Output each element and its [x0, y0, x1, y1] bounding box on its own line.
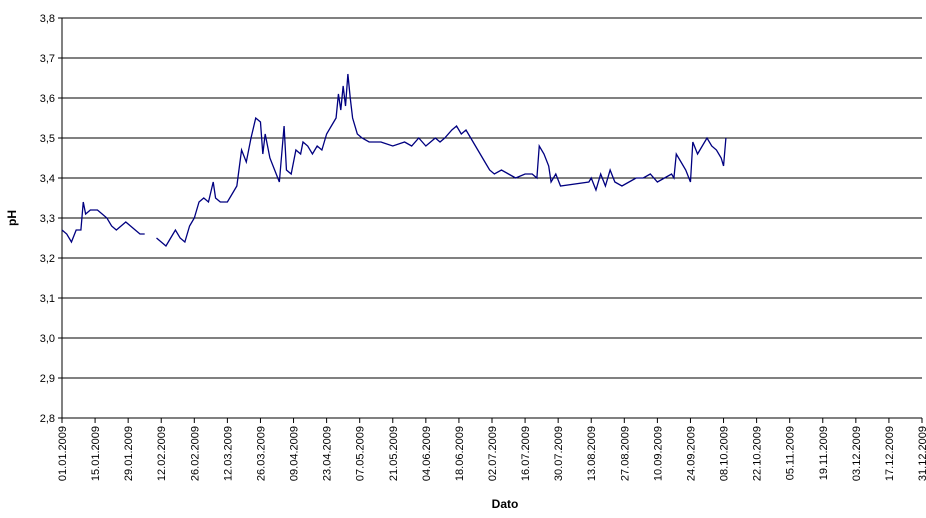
x-tick-label: 10.09.2009	[652, 426, 664, 481]
x-tick-label: 26.03.2009	[255, 426, 267, 481]
y-tick-label: 2,8	[40, 413, 55, 425]
y-tick-label: 3,8	[40, 13, 55, 25]
x-tick-label: 24.09.2009	[685, 426, 697, 481]
y-tick-label: 3,7	[40, 53, 55, 65]
x-tick-label: 19.11.2009	[818, 426, 830, 480]
y-tick-label: 3,2	[40, 253, 55, 265]
x-tick-label: 05.11.2009	[785, 426, 797, 480]
x-tick-label: 12.02.2009	[156, 426, 168, 481]
x-tick-label: 01.01.2009	[57, 426, 69, 481]
x-tick-label: 13.08.2009	[586, 426, 598, 481]
data-line	[61, 73, 727, 247]
y-tick-label: 3,6	[40, 93, 55, 105]
x-tick-label: 07.05.2009	[355, 426, 367, 481]
x-tick-label: 17.12.2009	[884, 426, 896, 481]
x-tick-label: 08.10.2009	[719, 426, 731, 481]
y-tick-label: 3,1	[40, 293, 55, 305]
y-tick-label: 3,5	[40, 133, 55, 145]
x-tick-label: 16.07.2009	[520, 426, 532, 481]
x-tick-label: 02.07.2009	[487, 426, 499, 481]
x-tick-label: 12.03.2009	[222, 426, 234, 481]
x-tick-label: 03.12.2009	[851, 426, 863, 481]
x-axis-label: Dato	[492, 497, 519, 511]
x-tick-label: 15.01.2009	[90, 426, 102, 481]
y-tick-label: 2,9	[40, 373, 55, 385]
x-tick-label: 09.04.2009	[289, 426, 301, 481]
x-tick-label: 27.08.2009	[619, 426, 631, 481]
x-tick-label: 18.06.2009	[454, 426, 466, 481]
x-tick-label: 31.12.2009	[917, 426, 926, 481]
y-tick-label: 3,4	[40, 173, 55, 185]
x-tick-label: 30.07.2009	[553, 426, 565, 481]
x-tick-label: 23.04.2009	[322, 426, 334, 481]
y-axis-label: pH	[5, 210, 19, 226]
y-tick-label: 3,3	[40, 213, 55, 225]
x-tick-label: 22.10.2009	[752, 426, 764, 481]
x-tick-label: 21.05.2009	[388, 426, 400, 481]
y-tick-label: 3,0	[40, 333, 55, 345]
x-tick-label: 04.06.2009	[421, 426, 433, 481]
x-tick-label: 26.02.2009	[189, 426, 201, 481]
x-tick-label: 29.01.2009	[123, 426, 135, 481]
